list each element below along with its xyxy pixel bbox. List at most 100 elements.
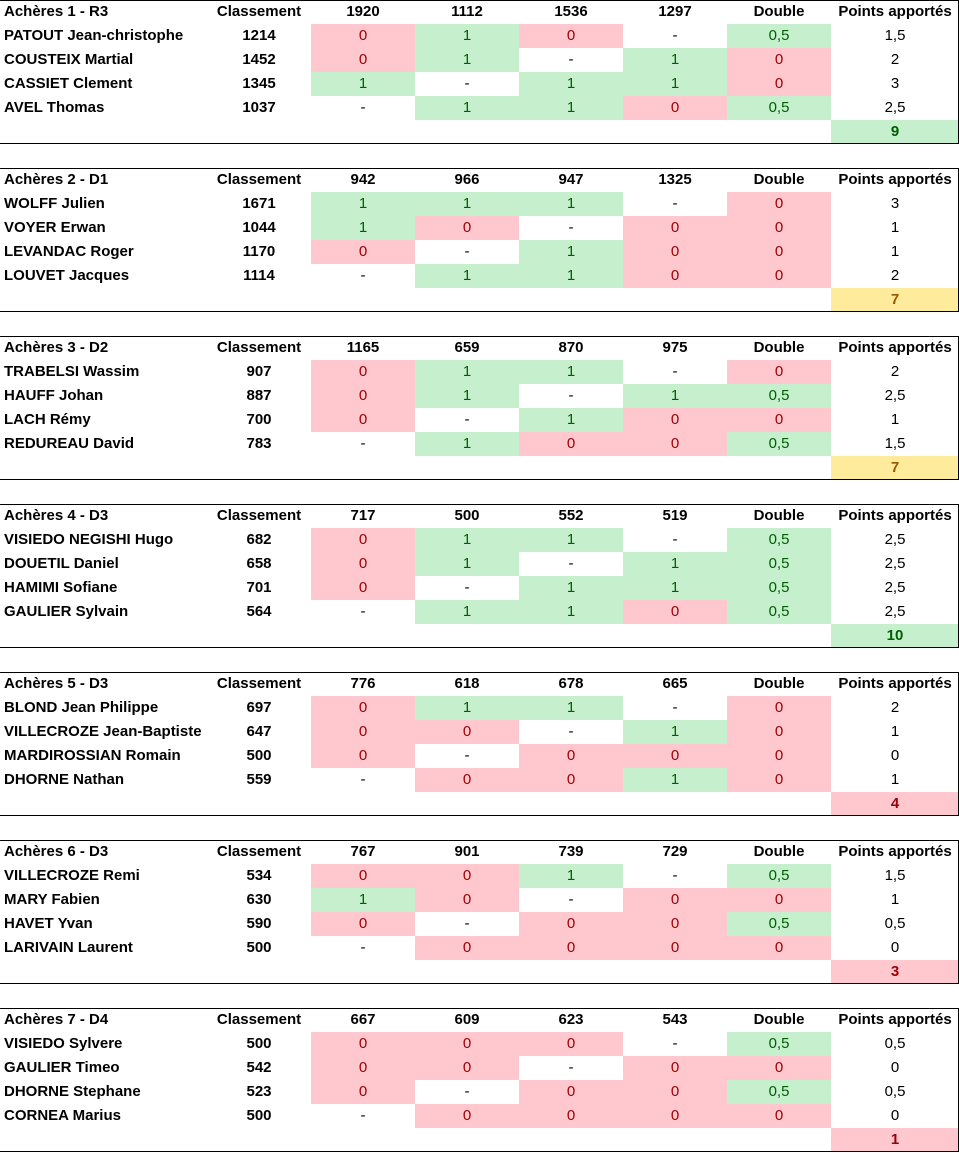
team-header-row: Achères 7 - D4 Classement 667 609 623 54… xyxy=(0,1008,959,1032)
match-result-1: 0 xyxy=(311,24,415,48)
player-rank: 1170 xyxy=(242,243,276,260)
match-result-4: - xyxy=(672,27,678,44)
player-row: DHORNE Nathan 559 - 0 0 1 0 1 xyxy=(0,768,959,792)
team-block-7: Achères 7 - D4 Classement 667 609 623 54… xyxy=(0,1008,959,1152)
match-result-3: 1 xyxy=(519,192,623,216)
double-result: 0,5 xyxy=(727,1080,831,1104)
match-result-3: 1 xyxy=(519,360,623,384)
team-title: Achères 2 - D1 xyxy=(4,171,109,188)
match-result-2: - xyxy=(464,75,470,92)
player-name: VILLECROZE Remi xyxy=(4,867,140,884)
player-points: 0,5 xyxy=(884,915,906,932)
player-row: REDUREAU David 783 - 1 0 0 0,5 1,5 xyxy=(0,432,959,456)
match-result-3: - xyxy=(568,891,574,908)
player-points: 3 xyxy=(890,195,900,212)
team-total-points: 3 xyxy=(831,960,959,984)
player-name: DHORNE Nathan xyxy=(4,771,125,788)
match-result-4: 0 xyxy=(623,1056,727,1080)
match-result-1: 0 xyxy=(311,912,415,936)
player-points: 1,5 xyxy=(884,27,906,44)
team-title: Achères 4 - D3 xyxy=(4,507,109,524)
match-result-3: 1 xyxy=(519,72,623,96)
match-result-2: 0 xyxy=(415,1056,519,1080)
match-result-2: 0 xyxy=(415,768,519,792)
opponent-rank-4: 975 xyxy=(662,339,688,356)
player-rank: 697 xyxy=(246,699,272,716)
double-result: 0 xyxy=(727,264,831,288)
block-bottom-border xyxy=(0,815,959,816)
player-name: TRABELSI Wassim xyxy=(4,363,140,380)
player-row: VISIEDO Sylvere 500 0 0 0 - 0,5 0,5 xyxy=(0,1032,959,1056)
match-result-3: 0 xyxy=(519,1104,623,1128)
double-result: 0 xyxy=(727,720,831,744)
match-result-1: - xyxy=(360,771,366,788)
match-result-1: 0 xyxy=(311,1056,415,1080)
double-result: 0,5 xyxy=(727,384,831,408)
player-row: DOUETIL Daniel 658 0 1 - 1 0,5 2,5 xyxy=(0,552,959,576)
opponent-rank-4: 519 xyxy=(662,507,688,524)
team-block-5: Achères 5 - D3 Classement 776 618 678 66… xyxy=(0,672,959,816)
double-header: Double xyxy=(753,171,805,188)
player-rank: 1044 xyxy=(242,219,276,236)
double-result: 0 xyxy=(727,696,831,720)
match-result-3: - xyxy=(568,387,574,404)
team-total-row: 3 xyxy=(0,960,959,984)
player-rank: 590 xyxy=(246,915,272,932)
match-result-4: 1 xyxy=(623,72,727,96)
rank-header: Classement xyxy=(216,507,302,524)
match-result-3: 0 xyxy=(519,1032,623,1056)
block-bottom-border xyxy=(0,311,959,312)
opponent-rank-4: 543 xyxy=(662,1011,688,1028)
match-result-2: - xyxy=(464,579,470,596)
opponent-rank-3: 739 xyxy=(558,843,584,860)
player-name: LACH Rémy xyxy=(4,411,91,428)
team-title: Achères 7 - D4 xyxy=(4,1011,109,1028)
double-header: Double xyxy=(753,843,805,860)
team-block-6: Achères 6 - D3 Classement 767 901 739 72… xyxy=(0,840,959,984)
double-result: 0 xyxy=(727,192,831,216)
team-header-row: Achères 1 - R3 Classement 1920 1112 1536… xyxy=(0,0,959,24)
match-result-2: - xyxy=(464,915,470,932)
opponent-rank-2: 618 xyxy=(454,675,480,692)
opponent-rank-3: 1536 xyxy=(554,3,588,20)
opponent-rank-2: 966 xyxy=(454,171,480,188)
player-points: 2 xyxy=(890,363,900,380)
block-bottom-border xyxy=(0,647,959,648)
opponent-rank-1: 717 xyxy=(350,507,376,524)
opponent-rank-2: 500 xyxy=(454,507,480,524)
match-result-4: 0 xyxy=(623,264,727,288)
double-result: 0 xyxy=(727,1056,831,1080)
double-result: 0 xyxy=(727,768,831,792)
match-result-4: 0 xyxy=(623,432,727,456)
match-result-2: 1 xyxy=(415,432,519,456)
team-header-row: Achères 4 - D3 Classement 717 500 552 51… xyxy=(0,504,959,528)
match-result-2: 1 xyxy=(415,48,519,72)
player-rank: 658 xyxy=(246,555,272,572)
player-points: 2,5 xyxy=(884,579,906,596)
player-rank: 559 xyxy=(246,771,272,788)
match-result-3: - xyxy=(568,51,574,68)
player-points: 2,5 xyxy=(884,531,906,548)
player-row: WOLFF Julien 1671 1 1 1 - 0 3 xyxy=(0,192,959,216)
team-header-row: Achères 2 - D1 Classement 942 966 947 13… xyxy=(0,168,959,192)
player-name: DHORNE Stephane xyxy=(4,1083,141,1100)
match-result-4: - xyxy=(672,1035,678,1052)
player-points: 1,5 xyxy=(884,435,906,452)
player-name: COUSTEIX Martial xyxy=(4,51,134,68)
match-result-2: 1 xyxy=(415,528,519,552)
double-result: 0 xyxy=(727,216,831,240)
opponent-rank-3: 678 xyxy=(558,675,584,692)
match-result-4: 1 xyxy=(623,48,727,72)
rank-header: Classement xyxy=(216,1011,302,1028)
match-result-3: 0 xyxy=(519,912,623,936)
player-rank: 1345 xyxy=(242,75,276,92)
player-row: DHORNE Stephane 523 0 - 0 0 0,5 0,5 xyxy=(0,1080,959,1104)
player-row: AVEL Thomas 1037 - 1 1 0 0,5 2,5 xyxy=(0,96,959,120)
double-result: 0 xyxy=(727,48,831,72)
match-result-1: 1 xyxy=(311,72,415,96)
block-top-border xyxy=(0,0,959,1)
player-row: COUSTEIX Martial 1452 0 1 - 1 0 2 xyxy=(0,48,959,72)
team-header-row: Achères 5 - D3 Classement 776 618 678 66… xyxy=(0,672,959,696)
player-name: REDUREAU David xyxy=(4,435,135,452)
double-result: 0,5 xyxy=(727,864,831,888)
